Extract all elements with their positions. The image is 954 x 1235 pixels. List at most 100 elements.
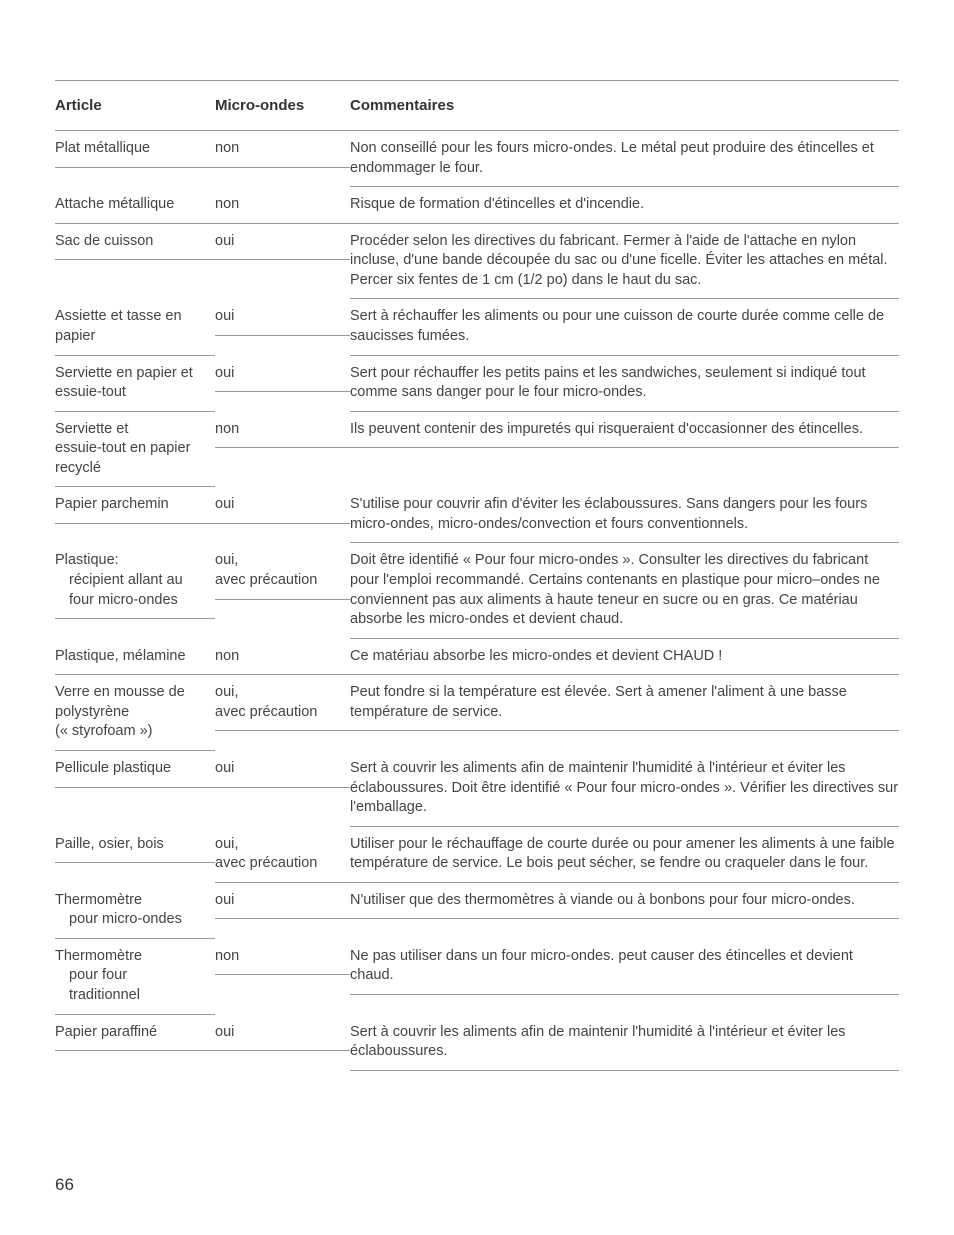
micro-line: avec précaution bbox=[215, 854, 340, 874]
cell-comment: S'utilise pour couvrir afin d'éviter les… bbox=[350, 487, 899, 543]
table-row: Plat métallique non Non conseillé pour les… bbox=[55, 131, 899, 187]
page-number: 66 bbox=[55, 1175, 74, 1195]
cell-article: Sac de cuisson bbox=[55, 224, 215, 261]
cell-micro: non bbox=[215, 187, 350, 224]
article-line: Serviette en papier et bbox=[55, 364, 205, 384]
cell-micro: oui,avec précaution bbox=[215, 675, 350, 731]
article-line: essuie-tout en papier bbox=[55, 439, 205, 459]
article-line: pour four bbox=[55, 966, 205, 986]
article-line: Attache métallique bbox=[55, 195, 205, 215]
table-row: Verre en mousse depolystyrène(« styrofoa… bbox=[55, 675, 899, 751]
cell-micro: non bbox=[215, 639, 350, 676]
micro-line: oui bbox=[215, 232, 340, 252]
cell-comment: Ils peuvent contenir des impuretés qui r… bbox=[350, 412, 899, 449]
micro-line: avec précaution bbox=[215, 703, 340, 723]
cell-comment: Utiliser pour le réchauffage de courte d… bbox=[350, 827, 899, 883]
micro-line: oui, bbox=[215, 551, 340, 571]
cell-comment: Procéder selon les directives du fabrica… bbox=[350, 224, 899, 300]
header-micro: Micro-ondes bbox=[215, 89, 350, 122]
cell-comment: N'utiliser que des thermomètres à viande… bbox=[350, 883, 899, 920]
cell-comment: Sert pour réchauffer les petits pains et… bbox=[350, 356, 899, 412]
article-line: Verre en mousse de bbox=[55, 683, 205, 703]
materials-table: Article Micro-ondes Commentaires Plat mé… bbox=[55, 80, 899, 1071]
cell-micro: non bbox=[215, 412, 350, 449]
article-line: Papier parchemin bbox=[55, 495, 205, 515]
cell-micro: oui bbox=[215, 487, 350, 524]
micro-line: oui, bbox=[215, 835, 340, 855]
article-line: récipient allant au bbox=[55, 571, 205, 591]
cell-micro: non bbox=[215, 131, 350, 168]
table-body: Plat métallique non Non conseillé pour les… bbox=[55, 131, 899, 1071]
cell-article: Thermomètrepour micro-ondes bbox=[55, 883, 215, 939]
cell-article: Serviette en papier etessuie-tout bbox=[55, 356, 215, 412]
cell-comment: Ce matériau absorbe les micro-ondes et d… bbox=[350, 639, 899, 676]
micro-line: avec précaution bbox=[215, 571, 340, 591]
article-line: polystyrène bbox=[55, 703, 205, 723]
cell-comment: Sert à couvrir les aliments afin de main… bbox=[350, 751, 899, 827]
article-line: Thermomètre bbox=[55, 891, 205, 911]
table-header-row: Article Micro-ondes Commentaires bbox=[55, 80, 899, 131]
micro-line: oui bbox=[215, 307, 340, 327]
cell-article: Assiette et tasse enpapier bbox=[55, 299, 215, 355]
table-row: Assiette et tasse enpapierouiSert à réch… bbox=[55, 299, 899, 355]
cell-comment: Risque de formation d'étincelles et d'in… bbox=[350, 187, 899, 224]
table-row: Papier paraffiné ouiSert à couvrir les al… bbox=[55, 1015, 899, 1071]
table-row: Thermomètrepour micro-ondesouiN'utiliser… bbox=[55, 883, 899, 939]
micro-line: non bbox=[215, 647, 340, 667]
cell-article: Papier paraffiné bbox=[55, 1015, 215, 1052]
article-line: recyclé bbox=[55, 459, 205, 479]
cell-comment: Ne pas utiliser dans un four micro-ondes… bbox=[350, 939, 899, 995]
cell-article: Verre en mousse depolystyrène(« styrofoa… bbox=[55, 675, 215, 751]
cell-micro: oui bbox=[215, 356, 350, 393]
micro-line: oui bbox=[215, 495, 340, 515]
article-line: papier bbox=[55, 327, 205, 347]
article-line: Serviette et bbox=[55, 420, 205, 440]
table-row: Plastique, mélamine non Ce matériau absorb… bbox=[55, 639, 899, 676]
table-row: Plastique:récipient allant aufour micro-… bbox=[55, 543, 899, 638]
article-line: Sac de cuisson bbox=[55, 232, 205, 252]
cell-article: Thermomètrepour fourtraditionnel bbox=[55, 939, 215, 1015]
table-row: Papier parchemin oui S'utilise pour couvri… bbox=[55, 487, 899, 543]
article-line: Plastique, mélamine bbox=[55, 647, 205, 667]
cell-micro: oui bbox=[215, 751, 350, 788]
cell-comment: Peut fondre si la température est élevée… bbox=[350, 675, 899, 731]
table-row: Paille, osier, boisoui,avec précautionUt… bbox=[55, 827, 899, 883]
cell-article: Plat métallique bbox=[55, 131, 215, 168]
article-line: Paille, osier, bois bbox=[55, 835, 205, 855]
micro-line: non bbox=[215, 139, 340, 159]
cell-article: Attache métallique bbox=[55, 187, 215, 224]
cell-comment: Non conseillé pour les fours micro-ondes… bbox=[350, 131, 899, 187]
header-article: Article bbox=[55, 89, 215, 122]
article-line: essuie-tout bbox=[55, 383, 205, 403]
table-row: Attache métallique non Risque de formation… bbox=[55, 187, 899, 224]
cell-comment: Sert à réchauffer les aliments ou pour u… bbox=[350, 299, 899, 355]
cell-micro: oui,avec précaution bbox=[215, 543, 350, 599]
micro-line: oui, bbox=[215, 683, 340, 703]
article-line: (« styrofoam ») bbox=[55, 722, 205, 742]
cell-comment: Sert à couvrir les aliments afin de main… bbox=[350, 1015, 899, 1071]
cell-micro: oui bbox=[215, 299, 350, 336]
article-line: Pellicule plastique bbox=[55, 759, 205, 779]
micro-line: non bbox=[215, 420, 340, 440]
cell-micro: oui bbox=[215, 1015, 350, 1052]
article-line: Thermomètre bbox=[55, 947, 205, 967]
article-line: Plastique: bbox=[55, 551, 205, 571]
article-line: Plat métallique bbox=[55, 139, 205, 159]
article-line: Assiette et tasse en bbox=[55, 307, 205, 327]
micro-line: non bbox=[215, 947, 340, 967]
cell-micro: oui bbox=[215, 883, 350, 920]
cell-article: Paille, osier, bois bbox=[55, 827, 215, 864]
table-row: Sac de cuisson oui Procéder selon les dire… bbox=[55, 224, 899, 300]
cell-comment: Doit être identifié « Pour four micro-on… bbox=[350, 543, 899, 638]
cell-micro: oui,avec précaution bbox=[215, 827, 350, 883]
cell-micro: oui bbox=[215, 224, 350, 261]
cell-article: Plastique:récipient allant aufour micro-… bbox=[55, 543, 215, 619]
cell-article: Plastique, mélamine bbox=[55, 639, 215, 676]
header-comment: Commentaires bbox=[350, 89, 899, 122]
micro-line: non bbox=[215, 195, 340, 215]
article-line: Papier paraffiné bbox=[55, 1023, 205, 1043]
micro-line: oui bbox=[215, 759, 340, 779]
cell-micro: non bbox=[215, 939, 350, 976]
article-line: traditionnel bbox=[55, 986, 205, 1006]
cell-article: Papier parchemin bbox=[55, 487, 215, 524]
